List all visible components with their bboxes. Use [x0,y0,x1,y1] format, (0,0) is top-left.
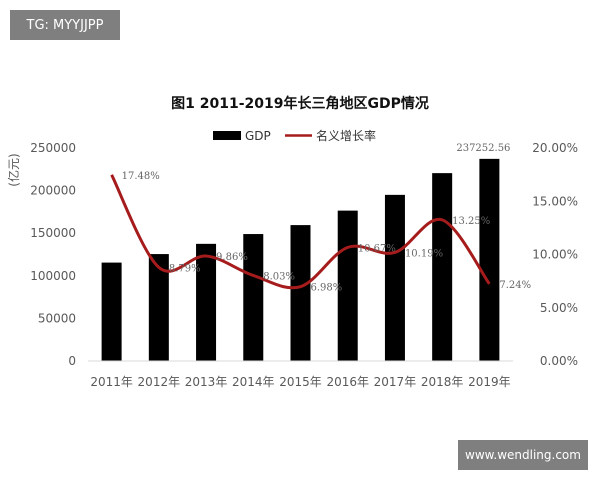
growth-data-label: 7.24% [499,280,531,291]
x-tick-label: 2013年 [185,375,228,389]
growth-data-label: 10.67% [358,243,396,254]
bar-0 [101,262,122,361]
growth-data-label: 9.86% [216,252,248,263]
x-tick-label: 2011年 [90,375,133,389]
growth-data-label: 6.98% [311,283,343,294]
x-tick-label: 2016年 [326,375,369,389]
y-axis-label: (亿元) [6,153,21,186]
bar-series [101,158,500,361]
watermark-bottom: www.wendling.com [458,440,588,470]
growth-data-label: 17.48% [122,171,160,182]
growth-data-label: 8.79% [169,263,201,274]
growth-rate-line [110,174,491,290]
x-tick-label: 2014年 [232,375,275,389]
growth-data-label: 13.25% [452,216,490,227]
legend: GDP 名义增长率 [213,128,376,143]
y-tick-label: 50000 [38,311,76,325]
legend-label-growth: 名义增长率 [316,128,376,143]
y2-tick-label: 10.00% [532,248,578,262]
bar-1 [148,254,169,361]
x-tick-label: 2017年 [374,375,417,389]
bar-4 [290,225,311,361]
y2-tick-label: 5.00% [540,301,578,315]
y-tick-label: 250000 [30,141,76,155]
legend-swatch-gdp [213,131,241,140]
growth-data-label: 10.19% [405,248,443,259]
growth-data-label: 8.03% [263,271,295,282]
y-axis-ticks: 0 50000 100000 150000 200000 250000 [30,141,76,368]
x-tick-label: 2012年 [138,375,181,389]
bar-3 [243,234,264,361]
x-tick-label: 2018年 [421,375,464,389]
y2-axis-ticks: 0.00% 5.00% 10.00% 15.00% 20.00% [532,141,578,368]
bar-2 [196,243,217,361]
watermark-top: TG: MYYJJPP [10,10,120,40]
legend-label-gdp: GDP [245,129,271,143]
y2-tick-label: 20.00% [532,141,578,155]
bar-8 [479,158,500,361]
bar-7 [432,173,453,361]
data-labels: 17.48% 8.79% 9.86% 8.03% 6.98% 10.67% 10.19% 13… [122,143,532,294]
y-tick-label: 100000 [30,269,76,283]
chart-title: 图1 2011-2019年长三角地区GDP情况 [171,95,429,112]
y2-tick-label: 0.00% [540,354,578,368]
y2-tick-label: 15.00% [532,194,578,208]
bar-6 [384,194,405,361]
gdp-data-label: 237252.56 [456,143,510,154]
y-tick-label: 200000 [30,184,76,198]
x-tick-label: 2019年 [468,375,511,389]
x-axis-ticks: 2011年 2012年 2013年 2014年 2015年 2016年 2017年 2018年… [90,375,510,389]
x-tick-label: 2015年 [279,375,322,389]
y-tick-label: 150000 [30,226,76,240]
y-tick-label: 0 [68,354,76,368]
